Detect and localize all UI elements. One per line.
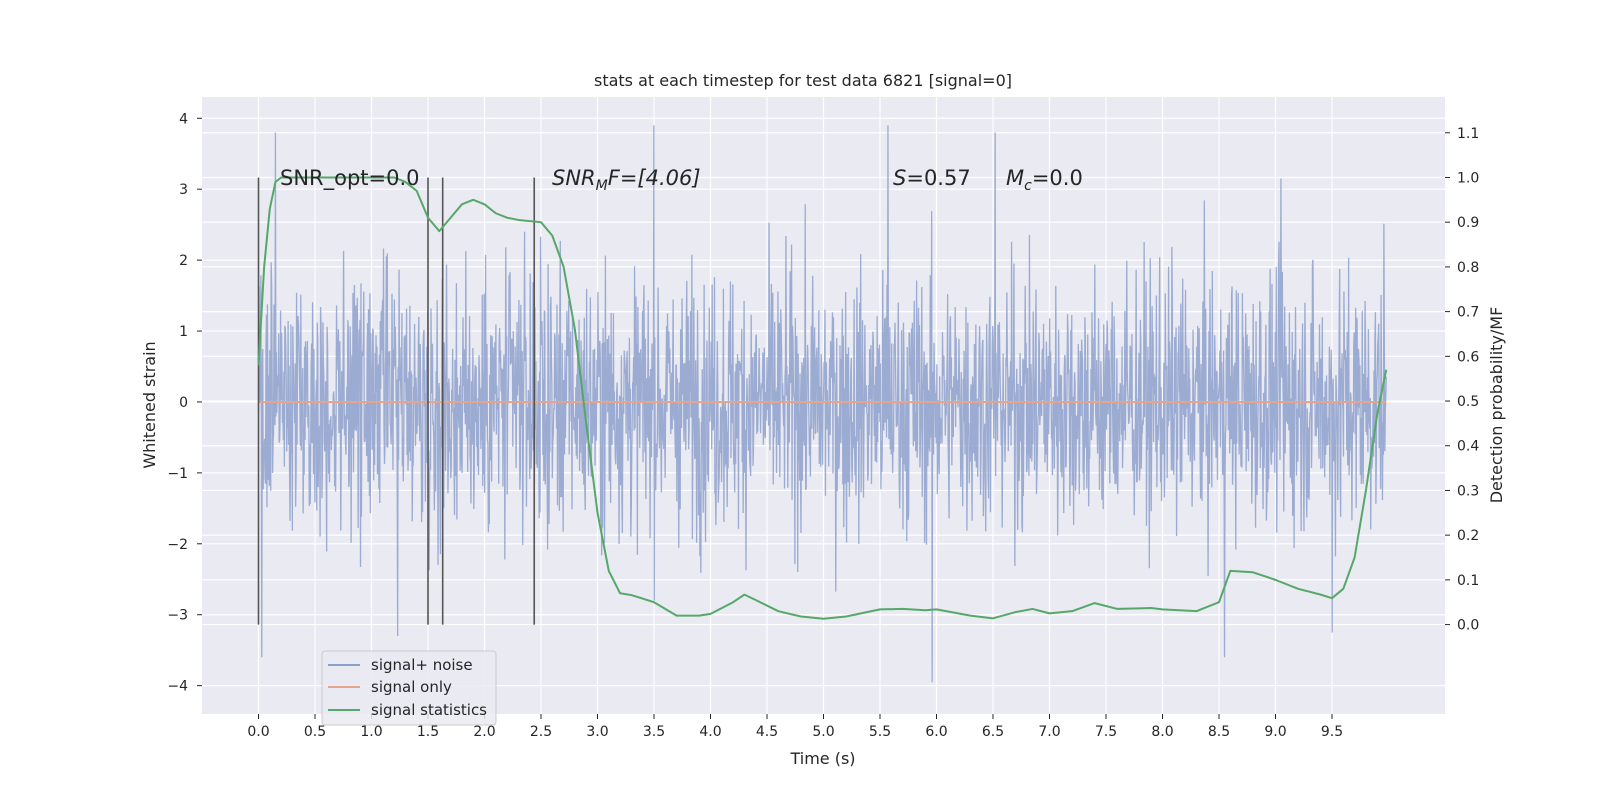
signal-plus-noise-series xyxy=(257,125,1387,683)
y-right-tick-label: 0.7 xyxy=(1457,305,1479,321)
vertical-markers xyxy=(257,177,536,625)
x-tick-label: 2.0 xyxy=(473,724,495,740)
y-tick-label: 3 xyxy=(179,182,188,198)
x-tick-label: 9.5 xyxy=(1321,724,1343,740)
y-right-tick-label: 0.5 xyxy=(1457,394,1479,410)
x-tick-label: 7.0 xyxy=(1038,724,1060,740)
x-tick-label: 4.0 xyxy=(699,724,721,740)
annotation-s-symbol: S xyxy=(893,166,906,190)
y-right-tick-label: 0.8 xyxy=(1457,260,1479,276)
y-axis-label: Whitened strain xyxy=(140,341,159,468)
annotation-snr-opt: SNR_opt=0.0 xyxy=(280,166,420,191)
y-axis-right-ticks: 1.1 1.0 0.9 0.8 0.7 0.6 0.5 0.4 0.3 0.2 0.1 0.0 xyxy=(1445,126,1479,634)
x-tick-label: 8.0 xyxy=(1151,724,1173,740)
x-tick-label: 3.0 xyxy=(586,724,608,740)
x-tick-label: 2.5 xyxy=(530,724,552,740)
y-tick-label: −4 xyxy=(167,679,188,695)
legend: signal+ noise signal only signal statist… xyxy=(321,650,497,726)
x-tick-label: 9.0 xyxy=(1264,724,1286,740)
x-tick-label: 0.0 xyxy=(247,724,269,740)
y-right-tick-label: 1.1 xyxy=(1457,126,1479,142)
annotation-snr-mf-subscript: M xyxy=(596,178,608,194)
x-tick-label: 8.5 xyxy=(1208,724,1230,740)
x-tick-label: 0.5 xyxy=(304,724,326,740)
y-right-tick-label: 0.2 xyxy=(1457,528,1479,544)
annotation-snr-mf-symbol: SNR xyxy=(552,166,596,190)
x-tick-label: 1.0 xyxy=(360,724,382,740)
y-tick-label: 1 xyxy=(179,324,188,340)
y-right-tick-label: 0.6 xyxy=(1457,349,1479,365)
y-right-tick-label: 0.3 xyxy=(1457,483,1479,499)
legend-label-signal-only: signal only xyxy=(371,678,452,696)
x-tick-label: 5.5 xyxy=(869,724,891,740)
annotation-snr-mf-value: F=[4.06] xyxy=(608,166,701,190)
y-right-tick-label: 0.0 xyxy=(1457,618,1479,634)
chart-title: stats at each timestep for test data 682… xyxy=(594,71,1012,90)
y-right-tick-label: 0.4 xyxy=(1457,439,1479,455)
x-tick-label: 4.5 xyxy=(756,724,778,740)
y-right-tick-label: 0.1 xyxy=(1457,573,1479,589)
x-tick-label: 1.5 xyxy=(417,724,439,740)
y-tick-label: −1 xyxy=(167,466,188,482)
legend-label-signal-statistics: signal statistics xyxy=(371,701,487,719)
x-tick-label: 6.0 xyxy=(925,724,947,740)
x-axis-label: Time (s) xyxy=(789,749,855,768)
annotation-s: S=0.57 xyxy=(893,166,971,190)
y-tick-label: 4 xyxy=(179,111,188,127)
x-tick-label: 3.5 xyxy=(643,724,665,740)
y-tick-label: −2 xyxy=(167,537,188,553)
annotation-mc-value: =0.0 xyxy=(1032,166,1083,190)
y-tick-label: −3 xyxy=(167,608,188,624)
annotation-s-value: =0.57 xyxy=(906,166,970,190)
legend-label-signal-plus-noise: signal+ noise xyxy=(371,656,473,674)
legend-box xyxy=(321,650,497,726)
y-tick-label: 2 xyxy=(179,253,188,269)
signal-statistics-line xyxy=(257,176,1388,620)
y-axis-ticks: 4 3 2 1 0 −1 −2 −3 −4 xyxy=(167,111,202,695)
y-tick-label: 0 xyxy=(179,395,188,411)
x-tick-label: 6.5 xyxy=(982,724,1004,740)
annotation-mc-subscript: c xyxy=(1024,178,1032,194)
signal-statistics-series xyxy=(257,176,1388,620)
x-axis-ticks: 0.0 0.5 1.0 1.5 2.0 2.5 3.0 3.5 4.0 4.5 5.0 5.5 6.0 6… xyxy=(247,714,1343,740)
annotation-mc-symbol: M xyxy=(1006,166,1024,190)
signal-plus-noise-line xyxy=(257,125,1387,683)
y-axis-right-label: Detection probability/MF xyxy=(1487,307,1506,504)
x-tick-label: 7.5 xyxy=(1095,724,1117,740)
y-right-tick-label: 0.9 xyxy=(1457,215,1479,231)
y-right-tick-label: 1.0 xyxy=(1457,170,1479,186)
x-tick-label: 5.0 xyxy=(812,724,834,740)
annotation-mc: Mc=0.0 xyxy=(1006,166,1083,194)
annotation-snr-mf: SNRMF=[4.06] xyxy=(552,166,701,194)
